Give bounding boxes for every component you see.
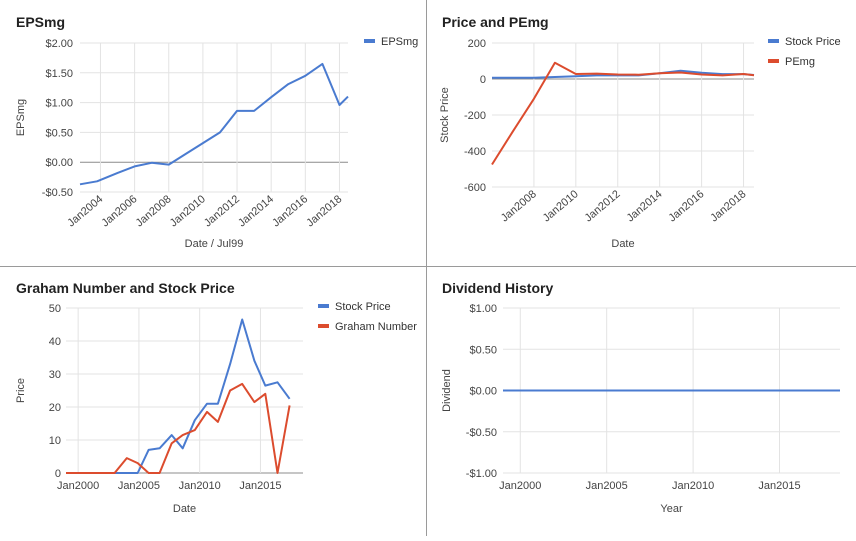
y-tick-label: $1.00 (45, 98, 73, 110)
x-tick-label: Jan2005 (586, 480, 628, 492)
y-tick-label: $0.00 (469, 386, 497, 398)
legend-entry: Stock Price (335, 301, 391, 313)
series-line-epsmg (79, 62, 349, 186)
y-tick-label: $2.00 (45, 38, 73, 50)
series-line-graham-number (66, 382, 291, 474)
x-tick-label: Jan2018 (304, 193, 344, 229)
x-tick-label: Jan2010 (672, 480, 714, 492)
legend-swatch (318, 324, 329, 328)
chart-title: Price and PEmg (442, 14, 549, 30)
y-tick-label: -600 (464, 182, 486, 194)
x-axis-label: Date (611, 238, 634, 250)
x-tick-label: Jan2008 (499, 188, 539, 224)
y-tick-label: $0.50 (45, 127, 73, 139)
y-axis-label: Stock Price (439, 87, 451, 143)
y-tick-label: $0.50 (469, 344, 497, 356)
x-tick-label: Jan2015 (758, 480, 800, 492)
y-axis-label: EPSmg (15, 99, 27, 136)
legend-swatch (318, 304, 329, 308)
y-tick-label: -$0.50 (466, 427, 497, 439)
y-tick-label: $1.00 (469, 303, 497, 315)
legend-swatch (364, 39, 375, 43)
series-line-pemg (491, 61, 755, 166)
y-tick-label: 30 (49, 369, 61, 381)
chart-panel-3: Graham Number and Stock Price 0 10 20 30 40 50… (15, 280, 417, 515)
x-axis-label: Date / Jul99 (185, 238, 244, 250)
x-tick-label: Jan2010 (541, 188, 581, 224)
legend-entry: PEmg (785, 56, 815, 68)
chart-title: Dividend History (442, 280, 553, 296)
y-tick-label: -200 (464, 110, 486, 122)
y-tick-label: $0.00 (45, 157, 73, 169)
legend-entry: EPSmg (381, 36, 418, 48)
x-tick-label: Jan2008 (134, 193, 174, 229)
chart-panel-1: EPSmg -$0.50 $0.00 $0.50 $1.00 $1.50 $2.00 Jan2… (15, 14, 418, 250)
y-tick-label: -$0.50 (42, 187, 73, 199)
legend-entry: Graham Number (335, 321, 417, 333)
x-axis-label: Year (660, 503, 683, 515)
chart-panel-4: Dividend History -$1.00 -$0.50 $0.00 $0.50 $1… (441, 280, 840, 515)
x-tick-label: Jan2000 (57, 480, 99, 492)
x-tick-label: Jan2014 (236, 193, 276, 229)
legend-swatch (768, 39, 779, 43)
x-tick-label: Jan2016 (666, 188, 706, 224)
x-tick-label: Jan2006 (99, 193, 139, 229)
x-tick-label: Jan2010 (179, 480, 221, 492)
x-tick-label: Jan2018 (708, 188, 748, 224)
chart-title: Graham Number and Stock Price (16, 280, 235, 296)
y-tick-label: 50 (49, 303, 61, 315)
x-tick-label: Jan2012 (202, 193, 242, 229)
x-tick-label: Jan2000 (499, 480, 541, 492)
legend-swatch (768, 59, 779, 63)
x-tick-label: Jan2012 (583, 188, 623, 224)
y-tick-label: 40 (49, 336, 61, 348)
y-tick-label: -400 (464, 146, 486, 158)
x-axis-label: Date (173, 503, 196, 515)
y-tick-label: 0 (55, 468, 61, 480)
x-tick-label: Jan2015 (239, 480, 281, 492)
y-tick-label: 20 (49, 402, 61, 414)
y-axis-label: Price (15, 378, 27, 403)
chart-title: EPSmg (16, 14, 65, 30)
x-tick-label: Jan2016 (270, 193, 310, 229)
y-tick-label: $1.50 (45, 68, 73, 80)
y-tick-label: 0 (480, 74, 486, 86)
legend-entry: Stock Price (785, 36, 841, 48)
y-tick-label: -$1.00 (466, 468, 497, 480)
y-tick-label: 10 (49, 435, 61, 447)
x-tick-label: Jan2005 (118, 480, 160, 492)
x-tick-label: Jan2014 (625, 188, 665, 224)
x-tick-label: Jan2010 (168, 193, 208, 229)
y-tick-label: 200 (468, 38, 486, 50)
series-line-stock-price (66, 318, 291, 474)
y-axis-label: Dividend (441, 369, 453, 412)
